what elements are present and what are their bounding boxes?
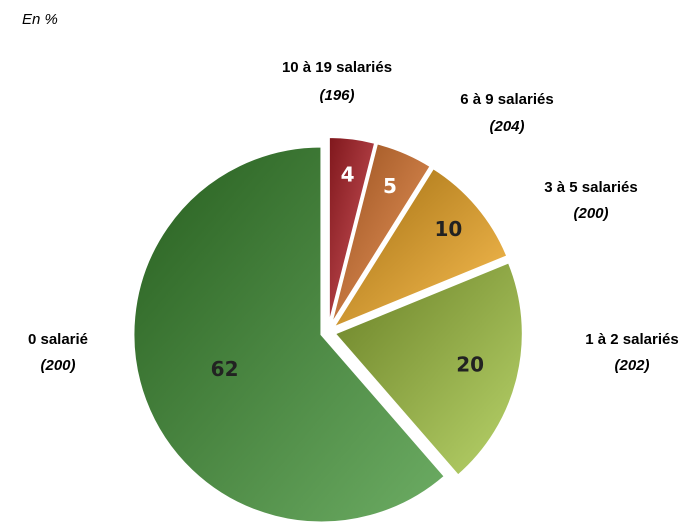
value-label: 10 xyxy=(434,217,462,241)
pie-slice xyxy=(132,145,447,524)
category-label: 6 à 9 salariés xyxy=(460,91,553,108)
pie-slice xyxy=(327,136,377,326)
category-label: 10 à 19 salariés xyxy=(282,59,392,76)
sample-size-label: (200) xyxy=(573,205,608,222)
chart-subtitle: En % xyxy=(22,11,58,28)
value-label: 62 xyxy=(211,357,239,381)
category-label: 0 salarié xyxy=(28,331,88,348)
pie-slice xyxy=(333,261,524,477)
value-label: 20 xyxy=(456,352,484,376)
sample-size-label: (202) xyxy=(614,357,649,374)
sample-size-label: (204) xyxy=(489,118,524,135)
value-label: 5 xyxy=(383,174,397,198)
category-label: 1 à 2 salariés xyxy=(585,331,678,348)
sample-size-label: (196) xyxy=(319,87,354,104)
pie-slice xyxy=(330,166,509,330)
pie-slice xyxy=(329,142,432,327)
sample-size-label: (200) xyxy=(40,357,75,374)
category-label: 3 à 5 salariés xyxy=(544,179,637,196)
value-label: 4 xyxy=(341,162,355,186)
